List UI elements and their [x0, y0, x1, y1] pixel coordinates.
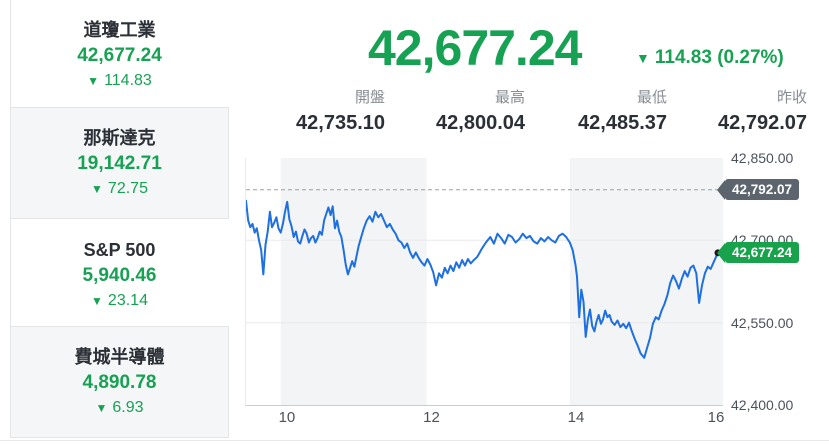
stat-value: 42,485.37 — [578, 112, 667, 134]
x-axis-label: 14 — [567, 409, 585, 426]
prev-close-flag: 42,792.07 — [717, 179, 800, 201]
stat-label: 昨收 — [776, 89, 807, 106]
stat-label: 最低 — [636, 89, 667, 106]
sidebar-divider — [10, 0, 11, 438]
index-name: 道瓊工業 — [83, 20, 156, 40]
index-change-value: 6.93 — [112, 399, 144, 416]
index-value: 5,940.46 — [82, 265, 157, 286]
index-value: 19,142.71 — [77, 153, 162, 174]
down-arrow-icon: ▼ — [636, 50, 650, 66]
price-line-chart — [246, 158, 723, 405]
down-arrow-icon: ▼ — [87, 74, 100, 88]
x-axis-label: 12 — [423, 409, 440, 426]
down-arrow-icon: ▼ — [91, 182, 103, 196]
x-axis-label: 16 — [707, 409, 725, 426]
index-change-value: 23.14 — [107, 292, 148, 309]
headline-change: ▼ 114.83 (0.27%) — [636, 46, 784, 70]
y-axis-label: 42,850.00 — [731, 150, 794, 166]
stat-value: 42,735.10 — [296, 112, 385, 134]
headline-price: 42,677.24 — [368, 20, 582, 76]
stat-value: 42,792.07 — [718, 112, 807, 134]
index-name: S&P 500 — [83, 240, 156, 260]
y-axis-label: 42,550.00 — [731, 314, 794, 331]
price-chart-plot[interactable] — [245, 158, 723, 406]
stat-low: 最低 42,485.37 — [517, 88, 667, 136]
index-change-value: 72.75 — [107, 180, 148, 197]
stat-high: 最高 42,800.04 — [375, 88, 525, 136]
stat-value: 42,800.04 — [436, 112, 525, 134]
index-value: 42,677.24 — [77, 45, 162, 66]
index-change: ▼ 114.83 — [10, 69, 229, 93]
last-price-flag-label: 42,677.24 — [725, 242, 800, 264]
index-value: 4,890.78 — [82, 372, 157, 393]
stat-open: 開盤 42,735.10 — [235, 88, 385, 136]
sidebar-item-nasdaq[interactable]: 那斯達克 19,142.71 ▼ 72.75 — [10, 107, 229, 219]
x-axis-label: 10 — [278, 409, 296, 426]
index-change: ▼ 6.93 — [11, 396, 228, 420]
flag-pointer — [717, 179, 725, 200]
index-change: ▼ 72.75 — [11, 177, 228, 201]
y-axis-label: 42,400.00 — [731, 397, 794, 413]
last-price-flag: 42,677.24 — [717, 242, 800, 264]
index-name: 費城半導體 — [74, 347, 165, 367]
index-change: ▼ 23.14 — [10, 289, 229, 313]
index-change-value: 114.83 — [104, 72, 152, 89]
module-bottom-border — [0, 440, 829, 441]
flag-pointer — [717, 242, 725, 263]
index-name: 那斯達克 — [83, 128, 156, 148]
headline-change-value: 114.83 (0.27%) — [654, 47, 784, 68]
sidebar-item-sox[interactable]: 費城半導體 4,890.78 ▼ 6.93 — [10, 326, 229, 438]
down-arrow-icon: ▼ — [91, 294, 103, 308]
prev-close-flag-label: 42,792.07 — [725, 179, 800, 201]
down-arrow-icon: ▼ — [95, 401, 108, 415]
stat-prev-close: 昨收 42,792.07 — [657, 88, 807, 136]
sidebar-item-dow-jones[interactable]: 道瓊工業 42,677.24 ▼ 114.83 — [10, 0, 229, 106]
sidebar-item-sp500[interactable]: S&P 500 5,940.46 ▼ 23.14 — [10, 220, 229, 326]
stat-label: 最高 — [494, 89, 525, 106]
stat-label: 開盤 — [354, 89, 385, 106]
